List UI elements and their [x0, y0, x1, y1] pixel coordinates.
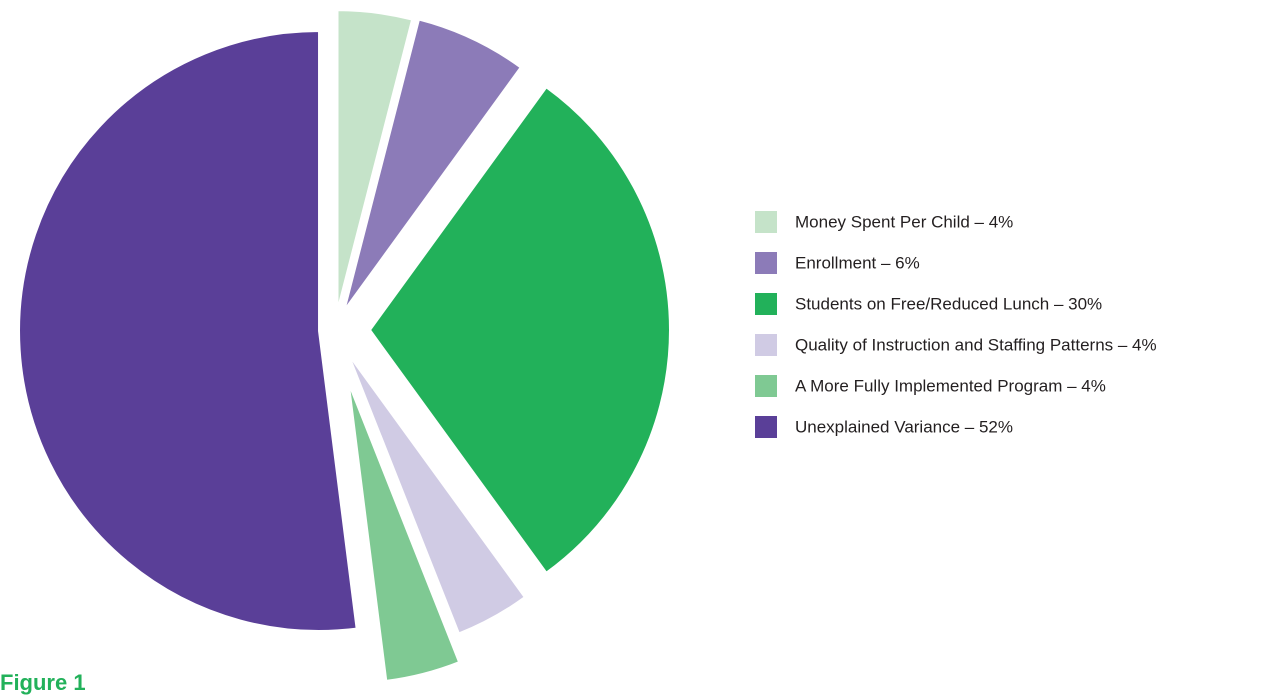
- legend-label: Students on Free/Reduced Lunch – 30%: [795, 294, 1102, 313]
- chart-title: Figure 1: [0, 670, 86, 695]
- pie-slice: [18, 30, 358, 632]
- legend-label: Unexplained Variance – 52%: [795, 417, 1013, 436]
- pie-slice: [347, 353, 527, 635]
- legend-swatch: [755, 375, 777, 397]
- legend-swatch: [755, 293, 777, 315]
- legend-swatch: [755, 252, 777, 274]
- pie-slice: [347, 382, 461, 683]
- legend-swatch: [755, 211, 777, 233]
- legend-label: A More Fully Implemented Program – 4%: [795, 376, 1106, 395]
- legend-swatch: [755, 416, 777, 438]
- pie-slice: [343, 18, 523, 311]
- legend-label: Quality of Instruction and Staffing Patt…: [795, 335, 1157, 354]
- legend-swatch: [755, 334, 777, 356]
- pie-slice: [368, 85, 672, 575]
- pie-slice: [336, 9, 414, 311]
- legend-label: Money Spent Per Child – 4%: [795, 212, 1013, 231]
- legend-label: Enrollment – 6%: [795, 253, 920, 272]
